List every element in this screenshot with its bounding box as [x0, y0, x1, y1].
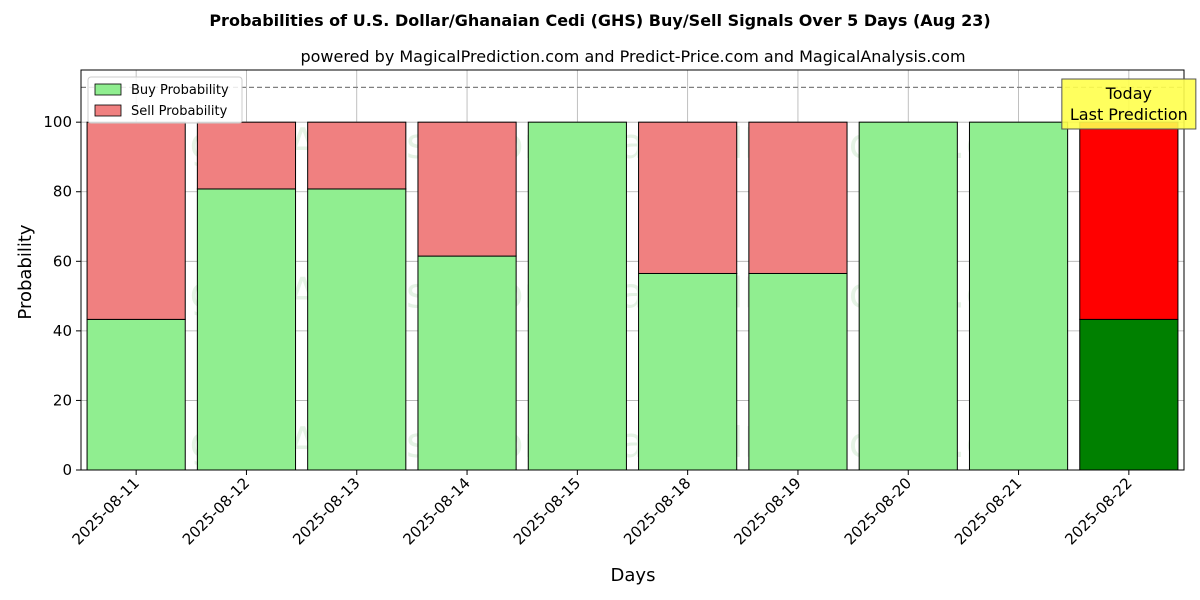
bar-buy-2025-08-11 [86, 318, 186, 471]
bar-buy-2025-08-19 [748, 272, 848, 471]
bar-sell-2025-08-13 [307, 121, 407, 190]
bar-sell-2025-08-22 [1079, 121, 1179, 320]
bar-sell-2025-08-18 [638, 121, 738, 274]
legend-label-sell: Sell Probability [131, 104, 228, 119]
y-tick-label: 40 [53, 322, 72, 340]
y-tick-label: 60 [53, 252, 72, 270]
chart-title: Probabilities of U.S. Dollar/Ghanaian Ce… [209, 11, 990, 30]
bar-buy-2025-08-13 [307, 188, 407, 471]
y-axis-title: Probability [15, 224, 36, 319]
today-label: Today [1105, 84, 1152, 103]
x-tick-label: 2025-08-15 [510, 474, 584, 548]
y-tick-label: 20 [53, 391, 72, 409]
legend-swatch-buy [94, 83, 122, 96]
x-tick-label: 2025-08-11 [69, 474, 143, 548]
bar-buy-2025-08-21 [968, 121, 1069, 471]
x-tick-label: 2025-08-20 [841, 474, 915, 548]
x-tick-label: 2025-08-19 [730, 474, 804, 548]
legend-label-buy: Buy Probability [131, 83, 229, 98]
y-tick-label: 80 [53, 183, 72, 201]
last-prediction-label: Last Prediction [1070, 105, 1188, 124]
bar-buy-2025-08-22 [1079, 318, 1179, 471]
y-tick-label: 100 [43, 113, 72, 131]
legend-swatch-sell [94, 104, 122, 117]
x-tick-label: 2025-08-18 [620, 474, 694, 548]
bar-sell-2025-08-12 [196, 121, 297, 190]
legend-box [87, 76, 243, 124]
x-axis-title: Days [611, 565, 656, 586]
x-tick-label: 2025-08-21 [951, 474, 1025, 548]
chart-subtitle: powered by MagicalPrediction.com and Pre… [300, 47, 965, 66]
bar-buy-2025-08-20 [858, 121, 958, 471]
today-annotation: Today Last Prediction [1061, 78, 1197, 130]
bar-sell-2025-08-19 [748, 121, 848, 274]
bar-buy-2025-08-14 [417, 255, 517, 471]
bars [86, 121, 1179, 471]
bar-buy-2025-08-18 [638, 272, 738, 471]
bar-buy-2025-08-12 [196, 188, 297, 471]
x-tick-label: 2025-08-22 [1061, 474, 1135, 548]
today-annotation-box [1061, 78, 1197, 130]
y-tick-label: 0 [62, 461, 72, 479]
plot-frame [80, 69, 1185, 471]
legend: Buy Probability Sell Probability [87, 76, 243, 124]
x-tick-label: 2025-08-13 [289, 474, 363, 548]
bar-sell-2025-08-11 [86, 121, 186, 320]
bar-sell-2025-08-14 [417, 121, 517, 257]
bar-buy-2025-08-15 [527, 121, 627, 471]
x-tick-label: 2025-08-14 [399, 474, 473, 548]
x-tick-label: 2025-08-12 [179, 474, 253, 548]
